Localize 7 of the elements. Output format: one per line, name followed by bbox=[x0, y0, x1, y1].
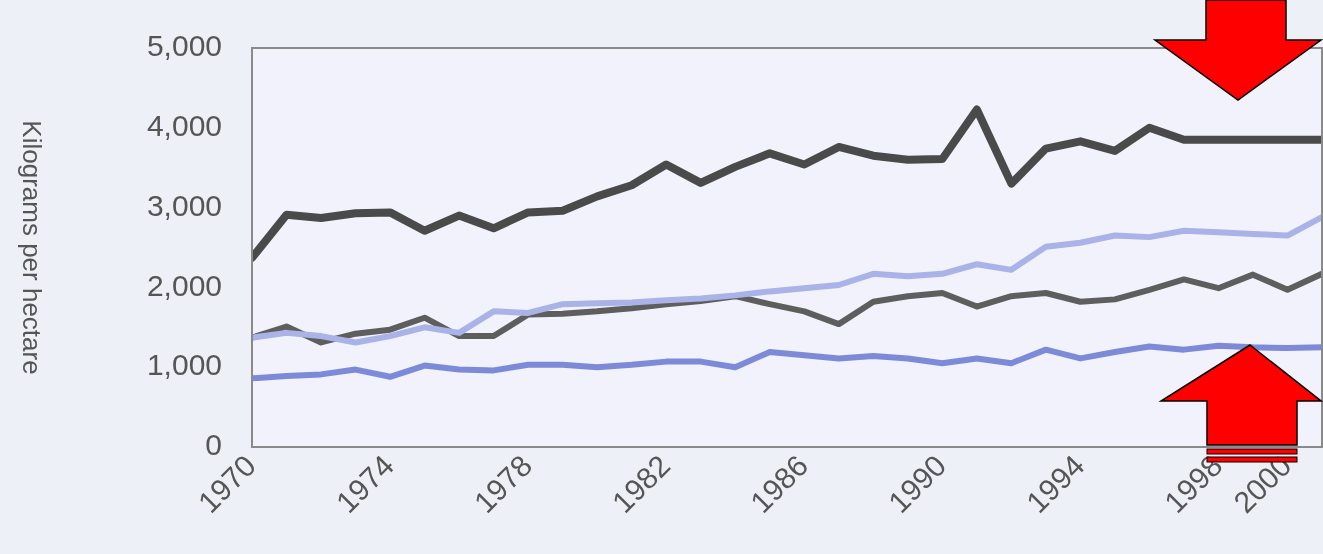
y-tick-label: 5,000 bbox=[146, 29, 222, 63]
y-axis-title: Kilograms per hectare bbox=[16, 120, 47, 375]
y-tick-label: 1,000 bbox=[146, 348, 222, 382]
y-tick-label: 3,000 bbox=[146, 188, 222, 222]
y-tick-label: 4,000 bbox=[146, 109, 222, 143]
y-tick-label: 0 bbox=[205, 428, 222, 462]
y-tick-label: 2,000 bbox=[146, 268, 222, 302]
